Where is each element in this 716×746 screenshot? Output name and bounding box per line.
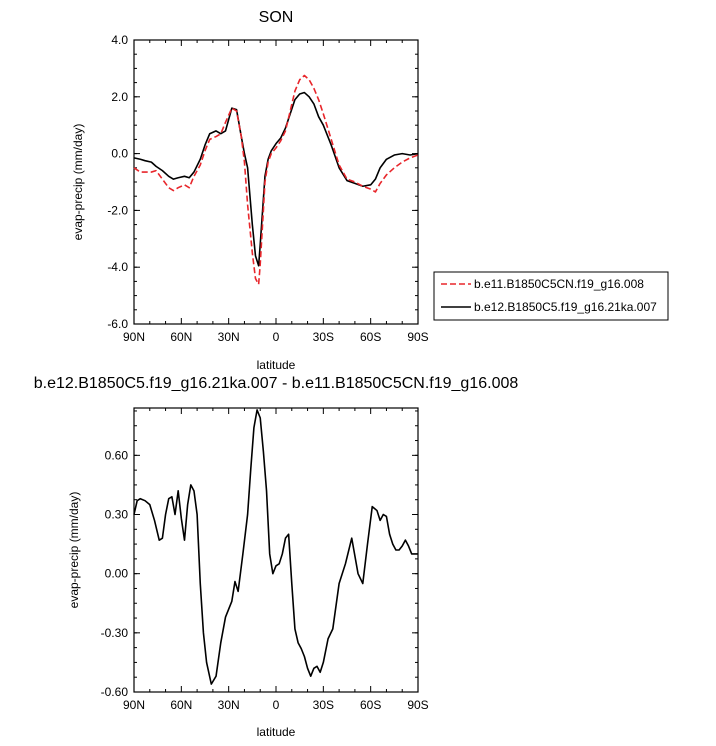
top-plot-frame [133, 39, 419, 325]
bottom-x-axis-label: latitude [257, 725, 296, 739]
bottom-plot-frame [133, 407, 419, 693]
bottom-x-tick-label: 0 [273, 698, 280, 712]
bottom-x-tick-label: 60N [170, 698, 192, 712]
top-x-tick-label: 30S [313, 330, 334, 344]
top-panel: SON 90N 60N 30N 0 30S 60S 90S -6.0 -4.0 -2.0 0.0 2.… [71, 9, 429, 372]
bottom-chart-title: b.e12.B1850C5.f19_g16.21ka.007 - b.e11.B… [34, 375, 519, 392]
bottom-x-tick-label: 90S [407, 698, 428, 712]
bottom-x-tick-label: 60S [360, 698, 381, 712]
bottom-x-tick-label: 30N [218, 698, 240, 712]
bottom-y-tick-label: 0.60 [105, 448, 129, 462]
bottom-y-tick-label: 0.30 [105, 508, 129, 522]
top-y-tick-label: 2.0 [111, 90, 128, 104]
bottom-y-tick-label: 0.00 [105, 567, 129, 581]
top-y-axis-label: evap-precip (mm/day) [71, 124, 85, 241]
top-x-axis-label: latitude [257, 358, 296, 372]
top-x-tick-label: 30N [218, 330, 240, 344]
top-x-tick-label: 0 [273, 330, 280, 344]
bottom-y-tick-label: -0.30 [101, 626, 129, 640]
legend-label-series-2: b.e12.B1850C5.f19_g16.21ka.007 [474, 300, 657, 314]
bottom-x-tick-label: 30S [313, 698, 334, 712]
bottom-series-line-1 [133, 409, 418, 685]
top-x-tick-label: 60N [170, 330, 192, 344]
legend: b.e11.B1850C5CN.f19_g16.008 b.e12.B1850C… [433, 271, 669, 321]
legend-label-series-1: b.e11.B1850C5CN.f19_g16.008 [474, 277, 644, 291]
top-y-tick-label: 0.0 [111, 147, 128, 161]
legend-box [433, 271, 669, 321]
top-series-line-2 [133, 91, 419, 267]
bottom-y-tick-label: -0.60 [101, 685, 129, 699]
top-x-tick-label: 60S [360, 330, 381, 344]
bottom-y-axis-label: evap-precip (mm/day) [67, 492, 81, 609]
top-chart-title: SON [259, 9, 294, 26]
top-series-line-1 [133, 74, 419, 286]
top-x-tick-label: 90N [123, 330, 145, 344]
top-y-tick-label: -2.0 [107, 203, 128, 217]
bottom-panel: b.e12.B1850C5.f19_g16.21ka.007 - b.e11.B… [34, 375, 519, 739]
top-y-tick-label: -4.0 [107, 260, 128, 274]
bottom-x-tick-label: 90N [123, 698, 145, 712]
top-y-tick-label: -6.0 [107, 317, 128, 331]
top-y-tick-label: 4.0 [111, 33, 128, 47]
top-x-tick-label: 90S [407, 330, 428, 344]
